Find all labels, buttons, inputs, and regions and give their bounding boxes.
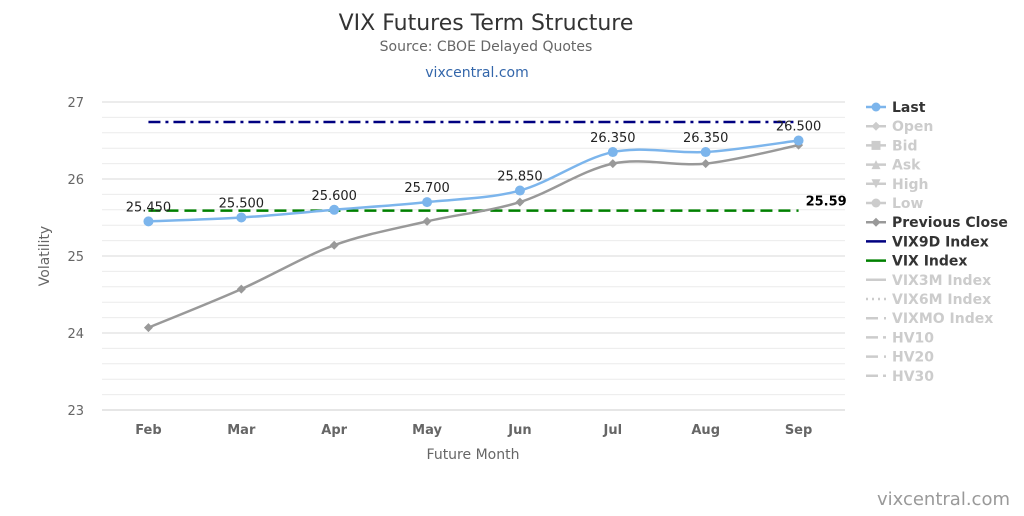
legend-label: VIX6M Index: [892, 292, 991, 308]
data-label: 25.500: [219, 197, 265, 212]
y-tick-label: 25: [67, 250, 84, 265]
data-label: 25.700: [404, 181, 450, 196]
x-tick-label: Aug: [691, 423, 720, 438]
legend-marker: [871, 102, 881, 112]
series-line-last: [148, 139, 799, 223]
data-label: 26.500: [776, 120, 822, 135]
legend-label: VIX9D Index: [892, 234, 989, 250]
legend-item-vix6m-index[interactable]: VIX6M Index: [866, 292, 991, 308]
y-tick-label: 23: [67, 404, 84, 419]
y-tick-label: 27: [67, 96, 84, 111]
legend-item-ask[interactable]: Ask: [866, 158, 921, 174]
data-point-last: [422, 197, 433, 208]
data-point-last: [143, 216, 154, 227]
data-point-last: [329, 204, 340, 215]
data-point-last: [514, 185, 525, 196]
data-point-last: [607, 147, 618, 158]
data-point-last: [700, 147, 711, 158]
legend-label: VIXMO Index: [892, 311, 993, 327]
legend-label: Bid: [892, 138, 918, 154]
chart-subtitle: Source: CBOE Delayed Quotes: [380, 39, 593, 55]
x-tick-label: Apr: [321, 423, 347, 438]
x-tick-label: Sep: [785, 423, 813, 438]
data-point-last: [793, 135, 804, 146]
legend: Last Open Bid Ask High Low Previous Close VIX9D…: [866, 100, 1008, 385]
data-label: 26.350: [590, 131, 636, 146]
legend-item-open[interactable]: Open: [866, 119, 933, 135]
data-label: 26.350: [683, 131, 729, 146]
legend-item-bid[interactable]: Bid: [866, 138, 918, 154]
x-tick-label: Feb: [135, 423, 161, 438]
y-tick-label: 26: [67, 173, 84, 188]
legend-item-high[interactable]: High: [866, 177, 929, 193]
x-tick-label: Jun: [507, 423, 531, 438]
legend-marker: [871, 140, 881, 150]
legend-item-hv10[interactable]: HV10: [866, 330, 934, 346]
legend-item-vix3m-index[interactable]: VIX3M Index: [866, 273, 991, 289]
legend-label: Low: [892, 196, 924, 212]
data-label: 25.600: [311, 189, 357, 204]
legend-item-vixmo-index[interactable]: VIXMO Index: [866, 311, 993, 327]
legend-label: HV20: [892, 350, 934, 366]
chart-credit[interactable]: vixcentral.com: [877, 489, 1010, 510]
data-point-previous-close: [608, 159, 618, 169]
legend-marker: [871, 217, 881, 227]
data-point-previous-close: [329, 240, 339, 250]
legend-label: HV30: [892, 369, 934, 385]
series-layer: [143, 135, 804, 333]
legend-marker: [871, 179, 881, 189]
data-point-previous-close: [236, 284, 246, 294]
chart-title: VIX Futures Term Structure: [339, 11, 634, 36]
reference-line-label: 25.59: [806, 195, 847, 210]
legend-item-previous-close[interactable]: Previous Close: [866, 215, 1008, 231]
legend-label: VIX3M Index: [892, 273, 991, 289]
series-line-previous-close: [147, 143, 799, 329]
data-label: 25.450: [126, 200, 172, 215]
x-tick-label: Jul: [603, 423, 623, 438]
legend-item-vix9d-index[interactable]: VIX9D Index: [866, 234, 989, 250]
legend-label: Open: [892, 119, 933, 135]
legend-item-hv20[interactable]: HV20: [866, 350, 934, 366]
legend-item-low[interactable]: Low: [866, 196, 924, 212]
axis-labels-layer: 23 24 25 26 27 Feb Mar Apr May Jun Jul Aug Sep: [67, 96, 845, 438]
legend-label: High: [892, 177, 929, 193]
legend-label: VIX Index: [892, 254, 967, 270]
legend-item-last[interactable]: Last: [866, 100, 926, 116]
legend-label: Previous Close: [892, 215, 1008, 231]
legend-marker: [871, 160, 881, 170]
x-tick-label: May: [412, 423, 442, 438]
legend-label: HV10: [892, 330, 934, 346]
x-tick-label: Mar: [227, 423, 256, 438]
y-axis-title: Volatility: [37, 226, 53, 286]
legend-label: Ask: [892, 158, 921, 174]
site-link[interactable]: vixcentral.com: [425, 65, 528, 81]
data-point-previous-close: [422, 216, 432, 226]
data-point-previous-close: [701, 159, 711, 169]
y-tick-label: 24: [67, 327, 84, 342]
legend-marker: [871, 121, 881, 131]
legend-marker: [871, 198, 881, 208]
legend-item-hv30[interactable]: HV30: [866, 369, 934, 385]
data-labels-layer: 25.450 25.500 25.600 25.700 25.850 26.350 26.3…: [126, 120, 822, 216]
reference-lines-layer: 25.59: [148, 120, 847, 212]
legend-label: Last: [892, 100, 926, 116]
legend-item-vix-index[interactable]: VIX Index: [866, 254, 967, 270]
data-point-previous-close: [143, 323, 153, 333]
data-label: 25.850: [497, 170, 543, 185]
x-axis-title: Future Month: [427, 447, 520, 463]
data-point-previous-close: [515, 197, 525, 207]
data-point-last: [236, 212, 247, 223]
